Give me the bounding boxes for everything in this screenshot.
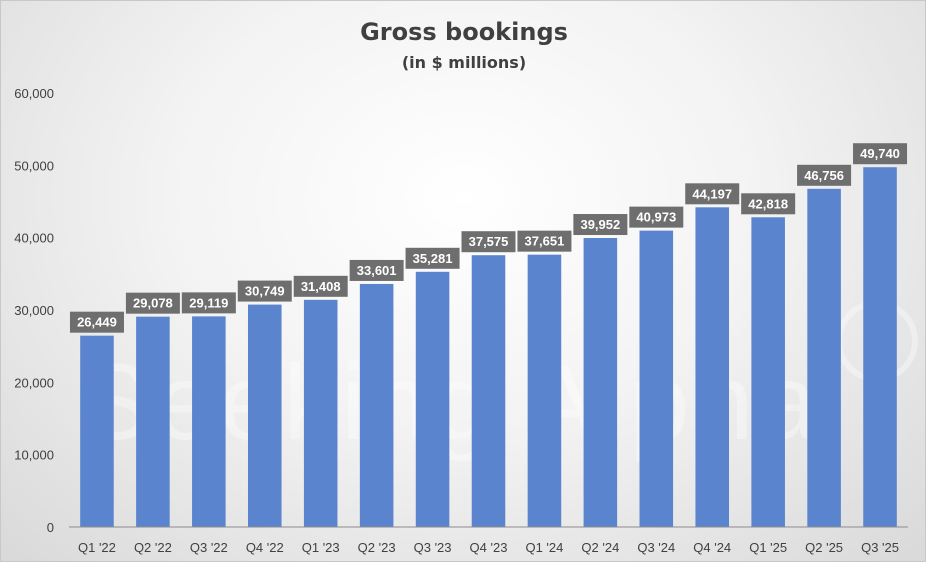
bar bbox=[192, 316, 226, 527]
bar bbox=[863, 167, 897, 528]
data-label: 31,408 bbox=[301, 279, 341, 294]
chart-subtitle: (in $ millions) bbox=[402, 53, 526, 72]
data-label: 29,078 bbox=[133, 296, 173, 311]
data-label: 26,449 bbox=[77, 315, 117, 330]
data-label-background bbox=[461, 231, 516, 253]
bar bbox=[359, 283, 394, 527]
data-label: 46,756 bbox=[804, 168, 844, 183]
x-tick-label: Q2 '23 bbox=[358, 540, 396, 555]
bar bbox=[583, 238, 618, 528]
bar bbox=[303, 299, 338, 527]
data-label-background bbox=[69, 311, 124, 333]
bar bbox=[80, 335, 114, 527]
bars-group bbox=[80, 167, 897, 528]
data-label: 35,281 bbox=[413, 251, 453, 266]
y-tick-label: 20,000 bbox=[14, 375, 54, 390]
data-label: 33,601 bbox=[357, 263, 397, 278]
data-label: 30,749 bbox=[245, 284, 285, 299]
data-label-background bbox=[125, 292, 180, 314]
y-tick-label: 10,000 bbox=[14, 448, 54, 463]
data-label: 44,197 bbox=[692, 186, 732, 201]
chart-title: Gross bookings bbox=[360, 18, 568, 46]
data-labels-group: 26,449 29,078 29,119 30,749 31,408 33,601 35,2… bbox=[69, 143, 908, 333]
data-label: 37,575 bbox=[469, 234, 509, 249]
x-tick-label: Q3 '24 bbox=[637, 540, 675, 555]
data-label: 42,818 bbox=[748, 196, 788, 211]
data-label: 39,952 bbox=[580, 217, 620, 232]
x-tick-label: Q2 '22 bbox=[134, 540, 172, 555]
y-tick-label: 50,000 bbox=[14, 158, 54, 173]
data-label: 29,119 bbox=[189, 295, 228, 310]
bar bbox=[247, 304, 282, 527]
x-tick-label: Q4 '24 bbox=[693, 540, 731, 555]
x-tick-label: Q4 '23 bbox=[470, 540, 508, 555]
x-tick-label: Q1 '24 bbox=[525, 540, 563, 555]
y-axis: 0 10,000 20,000 30,000 40,000 50,000 60,000 bbox=[14, 86, 54, 535]
data-label-background bbox=[797, 164, 852, 186]
bar bbox=[136, 316, 170, 527]
data-label-background bbox=[349, 259, 404, 281]
x-tick-label: Q3 '22 bbox=[190, 540, 228, 555]
x-tick-label: Q2 '24 bbox=[581, 540, 619, 555]
data-label-background bbox=[293, 275, 348, 297]
y-tick-label: 30,000 bbox=[14, 303, 54, 318]
data-label-background bbox=[405, 247, 460, 269]
x-tick-label: Q4 '22 bbox=[246, 540, 284, 555]
bar bbox=[807, 188, 841, 527]
bar bbox=[695, 207, 730, 528]
bar bbox=[415, 271, 450, 527]
data-label-background bbox=[741, 193, 796, 215]
x-axis: Q1 '22 Q2 '22 Q3 '22 Q4 '22 Q1 '23 Q2 '23 Q3 '… bbox=[78, 540, 899, 555]
x-tick-label: Q3 '23 bbox=[414, 540, 452, 555]
bar bbox=[751, 217, 785, 527]
x-tick-label: Q1 '23 bbox=[302, 540, 340, 555]
data-label-background bbox=[629, 206, 684, 228]
bar bbox=[527, 254, 562, 527]
y-tick-label: 40,000 bbox=[14, 231, 54, 246]
data-label: 40,973 bbox=[636, 210, 676, 225]
data-label-background bbox=[685, 183, 740, 205]
data-label-background bbox=[181, 292, 236, 314]
x-tick-label: Q2 '25 bbox=[805, 540, 843, 555]
x-tick-label: Q1 '22 bbox=[78, 540, 116, 555]
data-label-background bbox=[573, 214, 628, 236]
data-label-background bbox=[517, 230, 572, 252]
x-tick-label: Q1 '25 bbox=[749, 540, 787, 555]
data-label: 37,651 bbox=[525, 234, 565, 249]
data-label-background bbox=[853, 143, 908, 165]
bar bbox=[639, 230, 674, 527]
data-label-background bbox=[237, 280, 292, 302]
x-tick-label: Q3 '25 bbox=[861, 540, 899, 555]
data-label: 49,740 bbox=[860, 146, 900, 161]
y-tick-label: 60,000 bbox=[14, 86, 54, 101]
bar bbox=[471, 255, 506, 527]
y-tick-label: 0 bbox=[47, 520, 54, 535]
